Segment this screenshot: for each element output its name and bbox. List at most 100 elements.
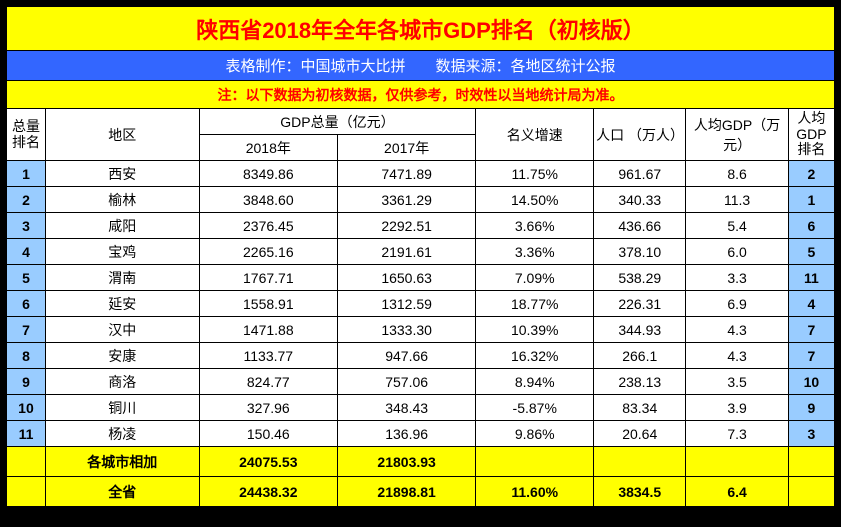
cell-pop: 344.93	[594, 317, 686, 343]
credit-line: 表格制作：中国城市大比拼 数据来源：各地区统计公报	[7, 51, 835, 81]
cell-g18: 824.77	[199, 369, 337, 395]
cell-growth: 3.66%	[476, 213, 594, 239]
prov-g17: 21898.81	[337, 477, 475, 507]
cell-pc: 11.3	[686, 187, 788, 213]
table-row: 6延安1558.911312.5918.77%226.316.94	[7, 291, 835, 317]
cell-region: 铜川	[45, 395, 199, 421]
hdr-gdp-2018: 2018年	[199, 135, 337, 161]
table-row: 8安康1133.77947.6616.32%266.14.37	[7, 343, 835, 369]
cell-g18: 1767.71	[199, 265, 337, 291]
cell-growth: 10.39%	[476, 317, 594, 343]
sum-pc	[686, 447, 788, 477]
cell-pc: 4.3	[686, 317, 788, 343]
cell-pop: 20.64	[594, 421, 686, 447]
gdp-table: 陕西省2018年全年各城市GDP排名（初核版） 表格制作：中国城市大比拼 数据来…	[6, 6, 835, 507]
table-row: 1西安8349.867471.8911.75%961.678.62	[7, 161, 835, 187]
cell-pc: 6.0	[686, 239, 788, 265]
cell-pcrank: 3	[788, 421, 834, 447]
prov-g18: 24438.32	[199, 477, 337, 507]
cell-pop: 538.29	[594, 265, 686, 291]
cell-growth: 16.32%	[476, 343, 594, 369]
cell-rank: 4	[7, 239, 46, 265]
cell-growth: 7.09%	[476, 265, 594, 291]
cell-pop: 266.1	[594, 343, 686, 369]
cell-g18: 2376.45	[199, 213, 337, 239]
cell-pc: 4.3	[686, 343, 788, 369]
cell-rank: 8	[7, 343, 46, 369]
cell-g18: 3848.60	[199, 187, 337, 213]
cell-growth: 3.36%	[476, 239, 594, 265]
cell-pc: 3.9	[686, 395, 788, 421]
cell-region: 渭南	[45, 265, 199, 291]
cell-region: 延安	[45, 291, 199, 317]
hdr-gdp-group: GDP总量（亿元）	[199, 109, 476, 135]
cell-rank: 5	[7, 265, 46, 291]
cell-rank: 11	[7, 421, 46, 447]
sum-growth	[476, 447, 594, 477]
cell-pcrank: 7	[788, 317, 834, 343]
cell-g18: 1558.91	[199, 291, 337, 317]
cell-pop: 238.13	[594, 369, 686, 395]
table-row: 11杨凌150.46136.969.86%20.647.33	[7, 421, 835, 447]
sum-g18: 24075.53	[199, 447, 337, 477]
cell-g17: 1312.59	[337, 291, 475, 317]
cell-g17: 348.43	[337, 395, 475, 421]
prov-blank	[7, 477, 46, 507]
prov-pop: 3834.5	[594, 477, 686, 507]
cell-growth: 8.94%	[476, 369, 594, 395]
cell-growth: 18.77%	[476, 291, 594, 317]
cell-rank: 3	[7, 213, 46, 239]
table-frame: 陕西省2018年全年各城市GDP排名（初核版） 表格制作：中国城市大比拼 数据来…	[4, 4, 837, 509]
cell-pop: 378.10	[594, 239, 686, 265]
cell-pcrank: 4	[788, 291, 834, 317]
cell-pop: 226.31	[594, 291, 686, 317]
cell-g17: 3361.29	[337, 187, 475, 213]
cell-pcrank: 11	[788, 265, 834, 291]
cell-g18: 1471.88	[199, 317, 337, 343]
cell-pc: 8.6	[686, 161, 788, 187]
prov-pcr	[788, 477, 834, 507]
cell-g17: 7471.89	[337, 161, 475, 187]
table-row: 2榆林3848.603361.2914.50%340.3311.31	[7, 187, 835, 213]
cell-pc: 6.9	[686, 291, 788, 317]
cell-g18: 150.46	[199, 421, 337, 447]
cell-pcrank: 2	[788, 161, 834, 187]
cell-pc: 3.3	[686, 265, 788, 291]
cell-pc: 7.3	[686, 421, 788, 447]
cell-region: 杨凌	[45, 421, 199, 447]
sum-label: 各城市相加	[45, 447, 199, 477]
cell-g18: 1133.77	[199, 343, 337, 369]
note-line: 注：以下数据为初核数据，仅供参考，时效性以当地统计局为准。	[7, 81, 835, 109]
cell-pc: 5.4	[686, 213, 788, 239]
cell-growth: 11.75%	[476, 161, 594, 187]
cell-g17: 1333.30	[337, 317, 475, 343]
cell-g17: 2191.61	[337, 239, 475, 265]
cell-rank: 2	[7, 187, 46, 213]
sum-blank	[7, 447, 46, 477]
table-row: 7汉中1471.881333.3010.39%344.934.37	[7, 317, 835, 343]
hdr-gdp-2017: 2017年	[337, 135, 475, 161]
table-row: 10铜川327.96348.43-5.87%83.343.99	[7, 395, 835, 421]
cell-rank: 10	[7, 395, 46, 421]
cell-pcrank: 7	[788, 343, 834, 369]
table-row: 4宝鸡2265.162191.613.36%378.106.05	[7, 239, 835, 265]
cell-pcrank: 5	[788, 239, 834, 265]
cell-pcrank: 10	[788, 369, 834, 395]
page-title: 陕西省2018年全年各城市GDP排名（初核版）	[7, 7, 835, 51]
cell-g18: 8349.86	[199, 161, 337, 187]
hdr-pcrank: 人均GDP排名	[788, 109, 834, 161]
hdr-rank: 总量排名	[7, 109, 46, 161]
cell-pop: 340.33	[594, 187, 686, 213]
cell-rank: 6	[7, 291, 46, 317]
cell-pcrank: 1	[788, 187, 834, 213]
cell-g17: 136.96	[337, 421, 475, 447]
prov-label: 全省	[45, 477, 199, 507]
cell-rank: 1	[7, 161, 46, 187]
cell-region: 榆林	[45, 187, 199, 213]
cell-g17: 947.66	[337, 343, 475, 369]
cell-region: 汉中	[45, 317, 199, 343]
hdr-percap: 人均GDP（万元）	[686, 109, 788, 161]
cell-growth: 14.50%	[476, 187, 594, 213]
cell-region: 咸阳	[45, 213, 199, 239]
hdr-region: 地区	[45, 109, 199, 161]
